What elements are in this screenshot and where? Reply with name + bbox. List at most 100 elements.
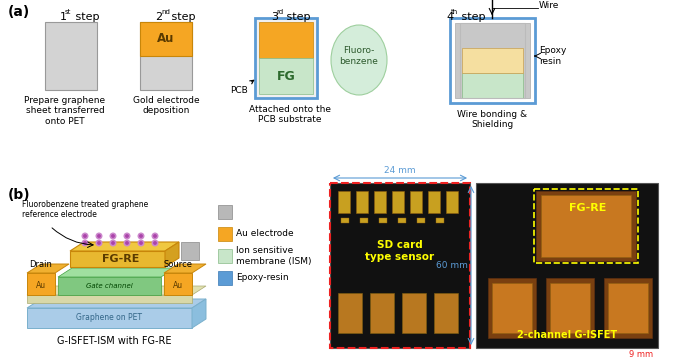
Text: st: st: [65, 9, 71, 15]
Text: Au: Au: [36, 280, 46, 290]
Text: Gold electrode
deposition: Gold electrode deposition: [133, 96, 200, 116]
Text: G-ISFET-ISM with FG-RE: G-ISFET-ISM with FG-RE: [57, 336, 171, 346]
Bar: [140, 22, 192, 90]
Text: Gate channel: Gate channel: [86, 283, 132, 289]
Polygon shape: [192, 299, 206, 328]
Bar: [492, 283, 532, 333]
Bar: [434, 293, 458, 333]
Circle shape: [126, 242, 128, 244]
Bar: [58, 277, 161, 295]
Bar: [455, 23, 530, 98]
Circle shape: [96, 233, 102, 239]
Circle shape: [112, 242, 114, 244]
Text: (b): (b): [8, 188, 30, 202]
Bar: [450, 18, 535, 103]
Bar: [428, 191, 440, 213]
Text: Epoxy-resin: Epoxy-resin: [236, 274, 288, 283]
Bar: [410, 191, 422, 213]
Bar: [218, 249, 232, 263]
Bar: [436, 218, 444, 223]
Bar: [27, 295, 192, 303]
Polygon shape: [70, 242, 179, 251]
Text: Graphene on PET: Graphene on PET: [76, 313, 142, 322]
Circle shape: [84, 242, 86, 244]
Circle shape: [124, 240, 130, 246]
Bar: [446, 191, 458, 213]
Circle shape: [111, 240, 116, 246]
Circle shape: [152, 240, 158, 246]
Text: (a): (a): [8, 5, 30, 19]
Text: FG-RE: FG-RE: [102, 254, 140, 264]
Polygon shape: [27, 299, 206, 308]
Text: Fluoro-
benzene: Fluoro- benzene: [340, 46, 378, 66]
Text: Au: Au: [157, 32, 175, 45]
Polygon shape: [27, 286, 206, 295]
Text: SD card
type sensor: SD card type sensor: [365, 240, 435, 262]
Bar: [417, 218, 425, 223]
Text: step: step: [283, 12, 311, 22]
Bar: [338, 293, 362, 333]
Text: th: th: [451, 9, 458, 15]
Circle shape: [154, 235, 156, 237]
Bar: [604, 278, 652, 338]
Bar: [462, 48, 523, 73]
Bar: [341, 218, 349, 223]
Bar: [374, 191, 386, 213]
Text: Fluorobenzene treated graphene
reference electrode: Fluorobenzene treated graphene reference…: [22, 200, 148, 219]
Bar: [338, 191, 350, 213]
Circle shape: [152, 233, 158, 239]
Polygon shape: [58, 268, 175, 277]
Circle shape: [138, 240, 144, 246]
Bar: [370, 293, 394, 333]
Circle shape: [124, 233, 130, 239]
Text: FG: FG: [276, 70, 295, 83]
Text: 1: 1: [60, 12, 67, 22]
Circle shape: [140, 235, 142, 237]
Bar: [27, 308, 192, 328]
Text: 3: 3: [271, 12, 278, 22]
Text: FG-RE: FG-RE: [570, 203, 607, 213]
Bar: [360, 218, 368, 223]
Text: Wire: Wire: [539, 1, 559, 10]
Bar: [140, 22, 192, 56]
Circle shape: [111, 233, 116, 239]
Text: Prepare graphene
sheet transferred
onto PET: Prepare graphene sheet transferred onto …: [24, 96, 106, 126]
Text: Drain: Drain: [30, 260, 53, 269]
Text: 2-channel G-ISFET: 2-channel G-ISFET: [517, 330, 617, 340]
Text: Source: Source: [164, 260, 193, 269]
Text: Wire bonding &
Shielding: Wire bonding & Shielding: [457, 110, 527, 129]
Text: 4: 4: [446, 12, 453, 22]
Text: step: step: [72, 12, 100, 22]
Text: 9 mm: 9 mm: [629, 350, 653, 359]
Circle shape: [126, 235, 128, 237]
Bar: [460, 23, 525, 98]
Text: step: step: [458, 12, 485, 22]
Text: Ion sensitive
membrane (ISM): Ion sensitive membrane (ISM): [236, 246, 311, 266]
Bar: [45, 22, 97, 90]
Text: Attached onto the
PCB substrate: Attached onto the PCB substrate: [249, 105, 331, 125]
Polygon shape: [27, 264, 69, 273]
Bar: [218, 271, 232, 285]
Circle shape: [138, 233, 144, 239]
Bar: [550, 283, 590, 333]
Polygon shape: [164, 264, 206, 273]
Bar: [398, 218, 406, 223]
Bar: [462, 73, 523, 98]
Bar: [356, 191, 368, 213]
Bar: [27, 273, 55, 295]
Text: 60 mm: 60 mm: [436, 261, 468, 270]
Bar: [330, 183, 470, 348]
Circle shape: [82, 233, 88, 239]
Text: 24 mm: 24 mm: [384, 166, 416, 175]
Text: Au: Au: [173, 280, 183, 290]
Text: nd: nd: [161, 9, 170, 15]
Text: step: step: [168, 12, 195, 22]
Bar: [218, 227, 232, 241]
Bar: [330, 183, 470, 348]
Circle shape: [84, 235, 86, 237]
Bar: [259, 22, 313, 58]
Bar: [392, 191, 404, 213]
Ellipse shape: [331, 25, 387, 95]
Circle shape: [96, 240, 102, 246]
Circle shape: [82, 240, 88, 246]
